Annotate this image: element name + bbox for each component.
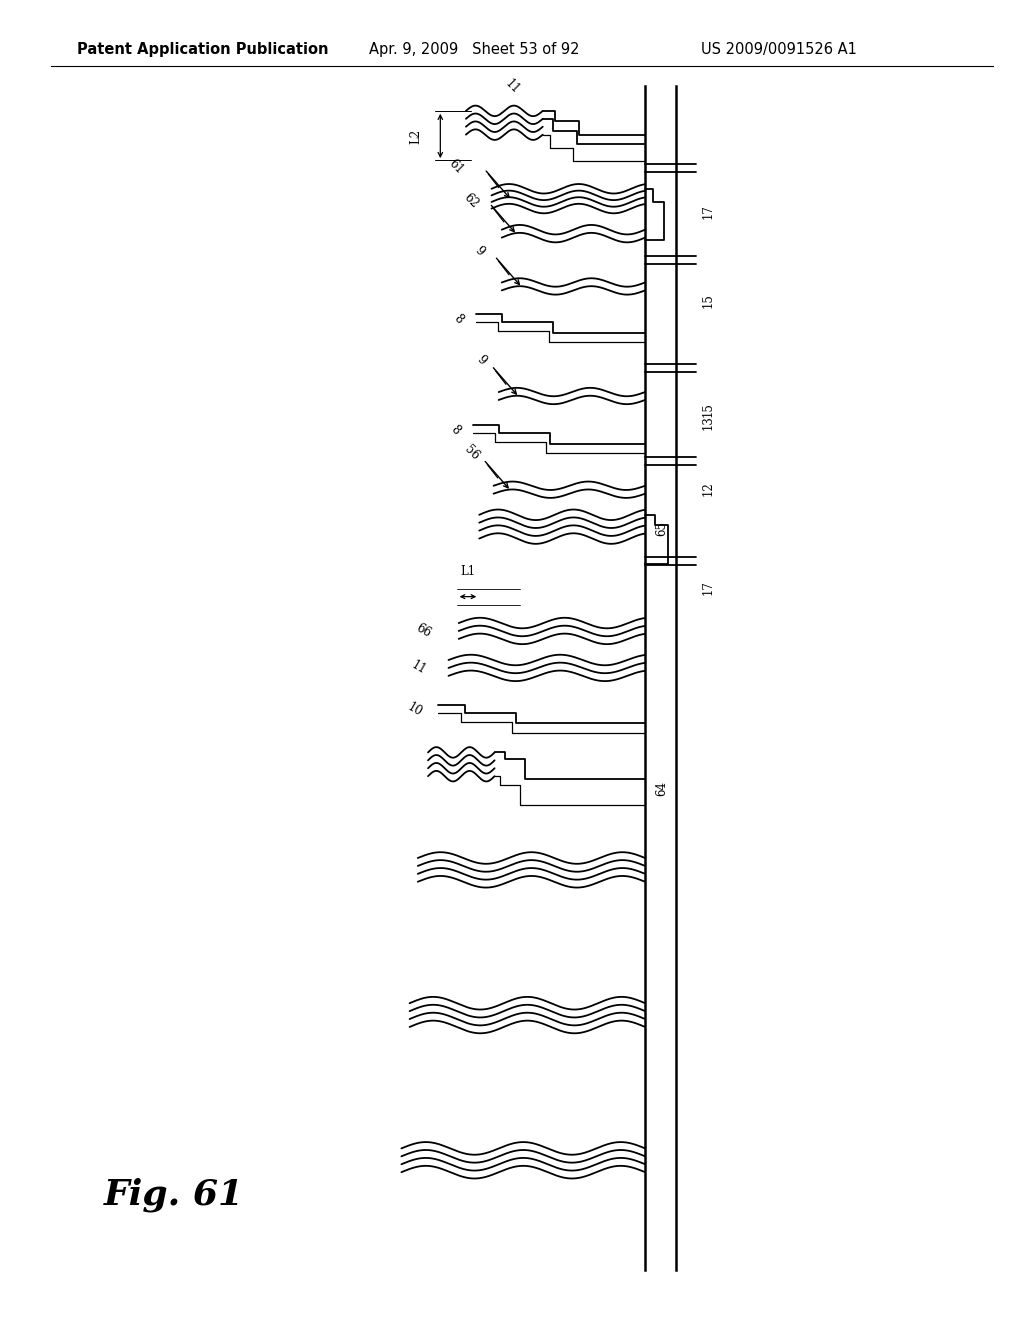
Text: 17: 17 — [701, 203, 715, 219]
Text: 8: 8 — [449, 424, 463, 437]
Text: 66: 66 — [414, 622, 433, 640]
Text: L2: L2 — [409, 128, 422, 144]
Text: 12: 12 — [701, 480, 715, 496]
Text: 10: 10 — [406, 701, 425, 719]
Text: Patent Application Publication: Patent Application Publication — [77, 42, 329, 57]
Text: 11: 11 — [409, 659, 428, 677]
Text: L1: L1 — [461, 565, 475, 578]
Text: 8: 8 — [452, 313, 466, 326]
Text: 15: 15 — [701, 293, 715, 309]
Text: Apr. 9, 2009   Sheet 53 of 92: Apr. 9, 2009 Sheet 53 of 92 — [369, 42, 580, 57]
Text: 65: 65 — [655, 520, 669, 536]
Text: 13: 13 — [701, 414, 715, 430]
Text: 17: 17 — [701, 579, 715, 595]
Text: 64: 64 — [655, 780, 669, 796]
Text: 11: 11 — [502, 78, 522, 96]
Text: 61: 61 — [446, 157, 466, 176]
Text: Fig. 61: Fig. 61 — [104, 1177, 244, 1212]
Text: 56: 56 — [462, 444, 481, 462]
Text: 9: 9 — [472, 244, 486, 257]
Text: 9: 9 — [474, 354, 488, 367]
Text: 15: 15 — [701, 401, 715, 417]
Text: 62: 62 — [462, 191, 481, 210]
Text: US 2009/0091526 A1: US 2009/0091526 A1 — [701, 42, 857, 57]
